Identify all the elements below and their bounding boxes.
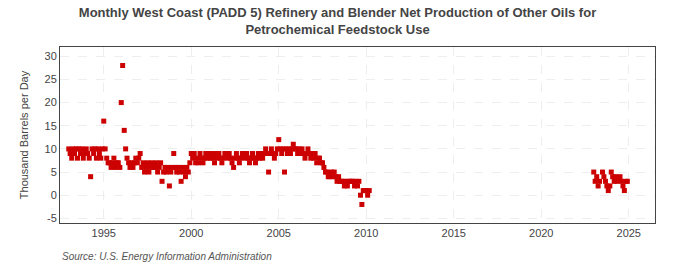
svg-text:1995: 1995 xyxy=(92,227,116,239)
svg-text:Thousand Barrels per Day: Thousand Barrels per Day xyxy=(18,70,30,199)
svg-text:2015: 2015 xyxy=(442,227,466,239)
svg-text:2020: 2020 xyxy=(529,227,553,239)
svg-text:20: 20 xyxy=(45,96,57,108)
svg-text:15: 15 xyxy=(45,120,57,132)
svg-text:2005: 2005 xyxy=(267,227,291,239)
svg-text:2000: 2000 xyxy=(179,227,203,239)
svg-text:30: 30 xyxy=(45,50,57,62)
svg-text:2010: 2010 xyxy=(354,227,378,239)
svg-text:Monthly West Coast (PADD 5) Re: Monthly West Coast (PADD 5) Refinery and… xyxy=(79,5,596,37)
svg-text:25: 25 xyxy=(45,73,57,85)
svg-text:-5: -5 xyxy=(47,212,57,224)
svg-text:2025: 2025 xyxy=(617,227,641,239)
svg-text:0: 0 xyxy=(51,189,57,201)
svg-text:5: 5 xyxy=(51,166,57,178)
svg-text:10: 10 xyxy=(45,143,57,155)
svg-text:Source: U.S. Energy Informatio: Source: U.S. Energy Information Administ… xyxy=(62,251,272,262)
